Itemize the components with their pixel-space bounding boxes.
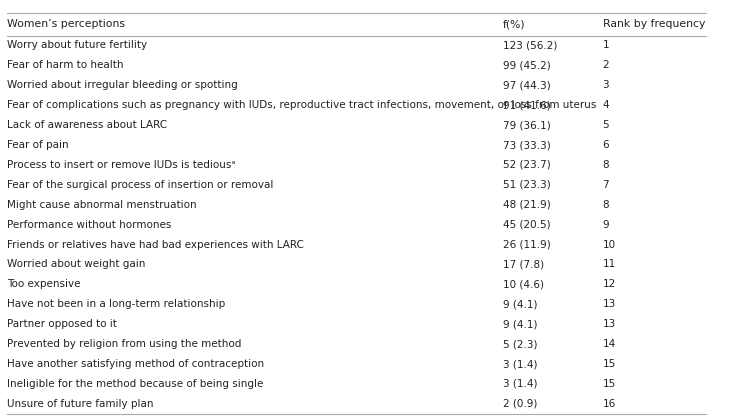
Text: Worry about future fertility: Worry about future fertility xyxy=(7,41,147,51)
Text: 8: 8 xyxy=(603,160,609,170)
Text: 6: 6 xyxy=(603,140,609,150)
Text: Fear of the surgical process of insertion or removal: Fear of the surgical process of insertio… xyxy=(7,180,273,190)
Text: 4: 4 xyxy=(603,100,609,110)
Text: Friends or relatives have had bad experiences with LARC: Friends or relatives have had bad experi… xyxy=(7,240,304,250)
Text: 15: 15 xyxy=(603,359,616,369)
Text: 7: 7 xyxy=(603,180,609,190)
Text: Lack of awareness about LARC: Lack of awareness about LARC xyxy=(7,120,167,130)
Text: 51 (23.3): 51 (23.3) xyxy=(503,180,551,190)
Text: Worried about weight gain: Worried about weight gain xyxy=(7,260,145,270)
Text: 52 (23.7): 52 (23.7) xyxy=(503,160,551,170)
Text: Fear of pain: Fear of pain xyxy=(7,140,69,150)
Text: Rank by frequency: Rank by frequency xyxy=(603,19,705,29)
Text: Might cause abnormal menstruation: Might cause abnormal menstruation xyxy=(7,200,197,210)
Text: f(%): f(%) xyxy=(503,19,525,29)
Text: Prevented by religion from using the method: Prevented by religion from using the met… xyxy=(7,339,242,349)
Text: 13: 13 xyxy=(603,299,616,309)
Text: 10: 10 xyxy=(603,240,615,250)
Text: 91 (41.6): 91 (41.6) xyxy=(503,100,551,110)
Text: 9: 9 xyxy=(603,220,609,229)
Text: Unsure of future family plan: Unsure of future family plan xyxy=(7,399,153,409)
Text: 97 (44.3): 97 (44.3) xyxy=(503,80,551,90)
Text: Fear of harm to health: Fear of harm to health xyxy=(7,60,124,70)
Text: Performance without hormones: Performance without hormones xyxy=(7,220,172,229)
Text: Partner opposed to it: Partner opposed to it xyxy=(7,319,117,329)
Text: 8: 8 xyxy=(603,200,609,210)
Text: Fear of complications such as pregnancy with IUDs, reproductive tract infections: Fear of complications such as pregnancy … xyxy=(7,100,596,110)
Text: 26 (11.9): 26 (11.9) xyxy=(503,240,551,250)
Text: 123 (56.2): 123 (56.2) xyxy=(503,41,557,51)
Text: 1: 1 xyxy=(603,41,609,51)
Text: 9 (4.1): 9 (4.1) xyxy=(503,319,537,329)
Text: 16: 16 xyxy=(603,399,616,409)
Text: Worried about irregular bleeding or spotting: Worried about irregular bleeding or spot… xyxy=(7,80,238,90)
Text: 5: 5 xyxy=(603,120,609,130)
Text: 2: 2 xyxy=(603,60,609,70)
Text: Have not been in a long-term relationship: Have not been in a long-term relationshi… xyxy=(7,299,226,309)
Text: 5 (2.3): 5 (2.3) xyxy=(503,339,537,349)
Text: Process to insert or remove IUDs is tediousᵃ: Process to insert or remove IUDs is tedi… xyxy=(7,160,236,170)
Text: 17 (7.8): 17 (7.8) xyxy=(503,260,544,270)
Text: Too expensive: Too expensive xyxy=(7,279,80,289)
Text: 3 (1.4): 3 (1.4) xyxy=(503,359,537,369)
Text: 99 (45.2): 99 (45.2) xyxy=(503,60,551,70)
Text: 9 (4.1): 9 (4.1) xyxy=(503,299,537,309)
Text: 10 (4.6): 10 (4.6) xyxy=(503,279,544,289)
Text: 11: 11 xyxy=(603,260,616,270)
Text: 12: 12 xyxy=(603,279,616,289)
Text: Have another satisfying method of contraception: Have another satisfying method of contra… xyxy=(7,359,265,369)
Text: 14: 14 xyxy=(603,339,616,349)
Text: Women’s perceptions: Women’s perceptions xyxy=(7,19,125,29)
Text: 3: 3 xyxy=(603,80,609,90)
Text: Ineligible for the method because of being single: Ineligible for the method because of bei… xyxy=(7,379,264,389)
Text: 45 (20.5): 45 (20.5) xyxy=(503,220,551,229)
Text: 73 (33.3): 73 (33.3) xyxy=(503,140,551,150)
Text: 15: 15 xyxy=(603,379,616,389)
Text: 13: 13 xyxy=(603,319,616,329)
Text: 3 (1.4): 3 (1.4) xyxy=(503,379,537,389)
Text: 79 (36.1): 79 (36.1) xyxy=(503,120,551,130)
Text: 2 (0.9): 2 (0.9) xyxy=(503,399,537,409)
Text: 48 (21.9): 48 (21.9) xyxy=(503,200,551,210)
